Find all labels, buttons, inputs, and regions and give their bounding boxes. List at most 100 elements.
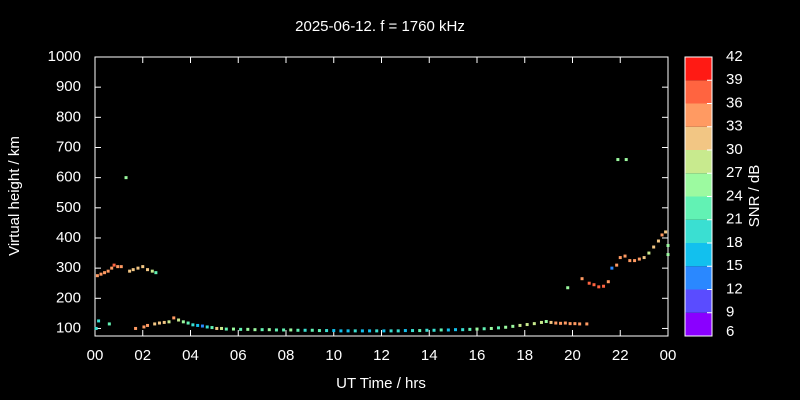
point bbox=[592, 283, 596, 287]
point bbox=[346, 329, 350, 333]
point bbox=[403, 329, 407, 333]
point bbox=[382, 329, 386, 333]
x-tick-label: 04 bbox=[182, 347, 199, 364]
x-tick-label: 08 bbox=[278, 347, 295, 364]
point bbox=[246, 327, 250, 331]
point bbox=[154, 271, 158, 275]
point bbox=[439, 328, 443, 332]
point bbox=[396, 329, 400, 333]
point bbox=[585, 322, 589, 326]
point bbox=[215, 326, 219, 330]
y-tick-label: 100 bbox=[56, 319, 81, 336]
colorbar-tick-label: 21 bbox=[726, 211, 743, 228]
point bbox=[461, 328, 465, 332]
point bbox=[94, 326, 98, 330]
point bbox=[339, 329, 343, 333]
point bbox=[136, 266, 140, 270]
point bbox=[112, 263, 116, 267]
point bbox=[637, 257, 641, 261]
point bbox=[220, 326, 224, 330]
point bbox=[666, 244, 670, 248]
x-tick-label: 14 bbox=[421, 347, 438, 364]
point bbox=[504, 325, 508, 329]
colorbar-tick-label: 12 bbox=[726, 280, 743, 297]
point bbox=[660, 233, 664, 237]
point bbox=[425, 328, 429, 332]
point bbox=[332, 329, 336, 333]
colorbar-label: SNR / dB bbox=[746, 165, 763, 228]
point bbox=[124, 176, 128, 180]
colorbar-swatch bbox=[685, 173, 712, 197]
x-tick-label: 22 bbox=[612, 347, 629, 364]
y-tick-label: 600 bbox=[56, 169, 81, 186]
colorbar-tick-label: 24 bbox=[726, 187, 743, 204]
point bbox=[317, 329, 321, 333]
point bbox=[496, 326, 500, 330]
colorbar-swatch bbox=[685, 57, 712, 81]
point bbox=[566, 286, 570, 290]
point bbox=[181, 320, 185, 324]
point bbox=[647, 251, 651, 255]
point bbox=[107, 322, 111, 326]
point bbox=[518, 323, 522, 327]
point bbox=[489, 326, 493, 330]
y-tick-label: 700 bbox=[56, 138, 81, 155]
x-tick-label: 18 bbox=[516, 347, 533, 364]
y-tick-label: 400 bbox=[56, 229, 81, 246]
point bbox=[274, 328, 278, 332]
colorbar-swatch bbox=[685, 150, 712, 174]
point bbox=[597, 285, 601, 289]
point bbox=[580, 277, 584, 281]
colorbar-swatch bbox=[685, 196, 712, 220]
point bbox=[325, 329, 329, 333]
colorbar-tick-label: 18 bbox=[726, 234, 743, 251]
point bbox=[157, 321, 161, 325]
colorbar-swatch bbox=[685, 126, 712, 150]
y-axis-label: Virtual height / km bbox=[6, 136, 23, 256]
point bbox=[162, 320, 166, 324]
point bbox=[196, 323, 200, 327]
x-tick-label: 02 bbox=[134, 347, 151, 364]
point bbox=[549, 320, 553, 324]
colorbar-tick-label: 36 bbox=[726, 94, 743, 111]
point bbox=[375, 329, 379, 333]
point bbox=[289, 328, 293, 332]
x-tick-label: 16 bbox=[469, 347, 486, 364]
point bbox=[186, 321, 190, 325]
point bbox=[652, 245, 656, 249]
point bbox=[200, 324, 204, 328]
plot-frame bbox=[94, 56, 669, 337]
point bbox=[418, 329, 422, 333]
point bbox=[578, 322, 582, 326]
point bbox=[554, 321, 558, 325]
point bbox=[128, 269, 132, 273]
point bbox=[153, 322, 157, 326]
colorbar-swatch bbox=[685, 103, 712, 127]
point bbox=[116, 265, 120, 269]
colorbar-tick-label: 15 bbox=[726, 257, 743, 274]
colorbar-swatch bbox=[685, 266, 712, 290]
point bbox=[446, 328, 450, 332]
colorbar-swatch bbox=[685, 289, 712, 313]
point bbox=[224, 327, 228, 331]
point bbox=[511, 324, 515, 328]
point bbox=[303, 328, 307, 332]
point bbox=[260, 328, 264, 332]
point bbox=[150, 269, 154, 273]
point bbox=[411, 329, 415, 333]
point bbox=[134, 326, 138, 330]
point bbox=[587, 281, 591, 285]
point bbox=[454, 328, 458, 332]
point bbox=[146, 268, 150, 272]
colorbar-swatch bbox=[685, 219, 712, 243]
point bbox=[475, 327, 479, 331]
point bbox=[664, 230, 668, 234]
point bbox=[606, 280, 610, 284]
point bbox=[95, 274, 99, 278]
y-tick-label: 300 bbox=[56, 259, 81, 276]
point bbox=[468, 327, 472, 331]
y-tick-label: 200 bbox=[56, 289, 81, 306]
point bbox=[239, 327, 243, 331]
point bbox=[616, 158, 620, 162]
